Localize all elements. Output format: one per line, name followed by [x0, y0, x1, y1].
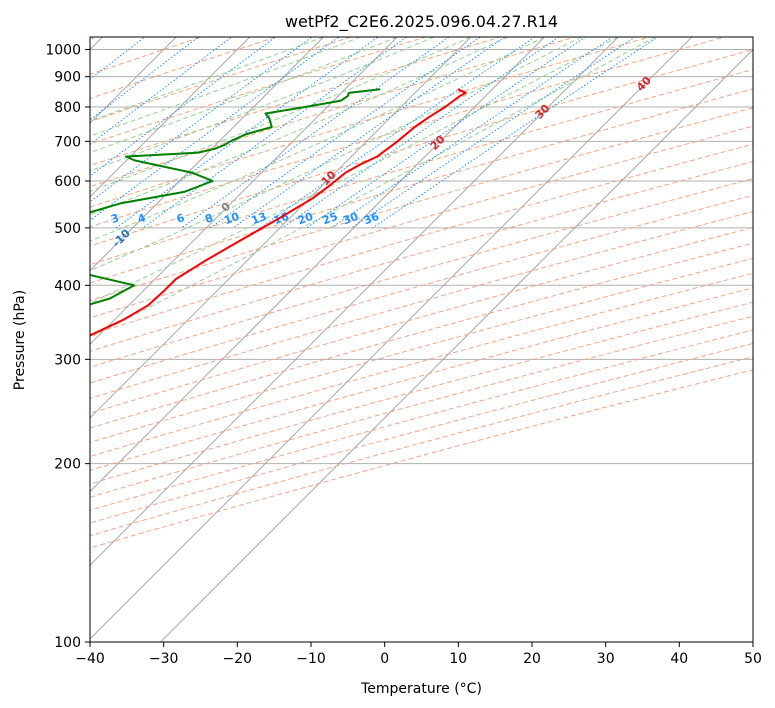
- dry-adiabat-line: [90, 37, 652, 208]
- dry-adiabat-line: [90, 68, 753, 266]
- dry-adiabat-line: [90, 37, 502, 167]
- x-tick-label: 20: [523, 651, 541, 667]
- x-tick-label: −10: [296, 651, 326, 667]
- mixing-ratio-line: [351, 37, 636, 229]
- moist-adiabat-line: [90, 37, 324, 122]
- dry-adiabat-line: [90, 107, 753, 302]
- x-tick-label: 0: [380, 651, 389, 667]
- plot-frame: [89, 36, 754, 643]
- dry-adiabat-line: [90, 37, 278, 99]
- isotherm-lines: [90, 37, 753, 642]
- dry-adiabat-line: [90, 342, 753, 524]
- mixing-ratio-lines: [90, 37, 659, 229]
- y-tick-label: 900: [54, 70, 81, 86]
- pressure-gridlines: [90, 49, 753, 642]
- dry-adiabat-line: [90, 161, 753, 352]
- mixing-ratio-label: 20: [296, 210, 315, 228]
- mixing-ratio-labels: 0.10.20.40.611.52346810131620253036: [109, 210, 381, 228]
- moist-adiabat-line: [90, 37, 656, 338]
- dewpoint-profile-line: [90, 88, 381, 306]
- isotherm-line: [90, 37, 325, 272]
- dry-adiabat-line: [90, 178, 753, 368]
- x-tick-label: 50: [744, 651, 762, 667]
- x-tick-label: 40: [670, 651, 688, 667]
- mixing-ratio-line: [372, 37, 659, 229]
- mixing-ratio-label: 4: [136, 211, 148, 226]
- dry-adiabat-line: [90, 37, 353, 123]
- mixing-ratio-label: 6: [175, 211, 187, 226]
- x-tick-label: −40: [75, 651, 105, 667]
- isotherm-line: [90, 37, 693, 640]
- isotherm-line: [90, 37, 472, 419]
- sounding-series: [90, 88, 467, 337]
- mixing-ratio-line: [209, 37, 481, 229]
- chart-title: wetPf2_C2E6.2025.096.04.27.R14: [285, 12, 558, 32]
- mixing-ratio-label: 36: [362, 210, 381, 228]
- mixing-ratio-label: 10: [222, 210, 241, 228]
- y-tick-label: 1000: [45, 43, 81, 59]
- moist-adiabat-line: [90, 37, 361, 137]
- isotherm-line: [90, 37, 619, 566]
- isotherm-line: [90, 37, 251, 198]
- mixing-ratio-line: [181, 37, 450, 229]
- temperature-profile-line: [90, 88, 467, 337]
- moist-adiabat-line: [90, 37, 619, 304]
- moist-adiabat-line: [90, 37, 545, 242]
- dry-adiabat-line: [90, 143, 753, 336]
- y-tick-label: 500: [54, 221, 81, 237]
- dry-adiabat-line: [90, 369, 753, 549]
- mixing-ratio-label: 13: [250, 210, 269, 227]
- dry-adiabat-lines: [90, 37, 753, 549]
- moist-adiabat-line: [90, 37, 472, 192]
- x-axis-ticks: −40 −30 −20 −10 0 10 20 30 40 50: [75, 642, 762, 667]
- dry-adiabat-line: [90, 315, 753, 498]
- y-tick-label: 100: [54, 635, 81, 651]
- mixing-ratio-line: [306, 37, 587, 229]
- x-tick-label: 10: [449, 651, 467, 667]
- isotherm-line: [90, 37, 398, 345]
- y-tick-label: 400: [54, 278, 81, 294]
- dry-adiabat-line: [90, 37, 727, 228]
- y-tick-label: 200: [54, 457, 81, 473]
- dry-adiabat-line: [90, 49, 753, 247]
- mixing-ratio-label: 25: [321, 210, 340, 227]
- x-tick-label: −20: [223, 651, 253, 667]
- x-tick-label: −30: [149, 651, 179, 667]
- dry-adiabat-line: [90, 356, 753, 537]
- y-tick-label: 800: [54, 100, 81, 116]
- mixing-ratio-label: 30: [341, 210, 360, 228]
- moist-adiabat-lines: [90, 37, 656, 338]
- mixing-ratio-line: [259, 37, 536, 229]
- mixing-ratio-label: 3: [109, 211, 121, 226]
- y-axis-label: Pressure (hPa): [12, 290, 28, 390]
- y-axis-ticks: 1000 900 800 700 600 500 400 300 200 100: [45, 43, 90, 651]
- y-tick-label: 300: [54, 352, 81, 368]
- moist-adiabat-line: [90, 37, 582, 272]
- y-tick-label: 700: [54, 134, 81, 150]
- mixing-ratio-line: [90, 37, 340, 222]
- y-tick-label: 600: [54, 174, 81, 190]
- moist-adiabat-line: [90, 37, 398, 154]
- mixing-ratio-label: 8: [203, 211, 215, 226]
- dry-adiabat-line: [90, 37, 577, 188]
- x-axis-label: Temperature (°C): [360, 681, 482, 697]
- x-tick-label: 30: [597, 651, 615, 667]
- isotherm-line: [90, 37, 546, 493]
- moist-adiabat-line: [90, 37, 508, 216]
- mixing-ratio-line: [232, 37, 506, 229]
- dry-adiabat-line: [90, 329, 753, 511]
- dry-adiabat-line: [90, 211, 753, 399]
- mixing-ratio-line: [90, 37, 277, 177]
